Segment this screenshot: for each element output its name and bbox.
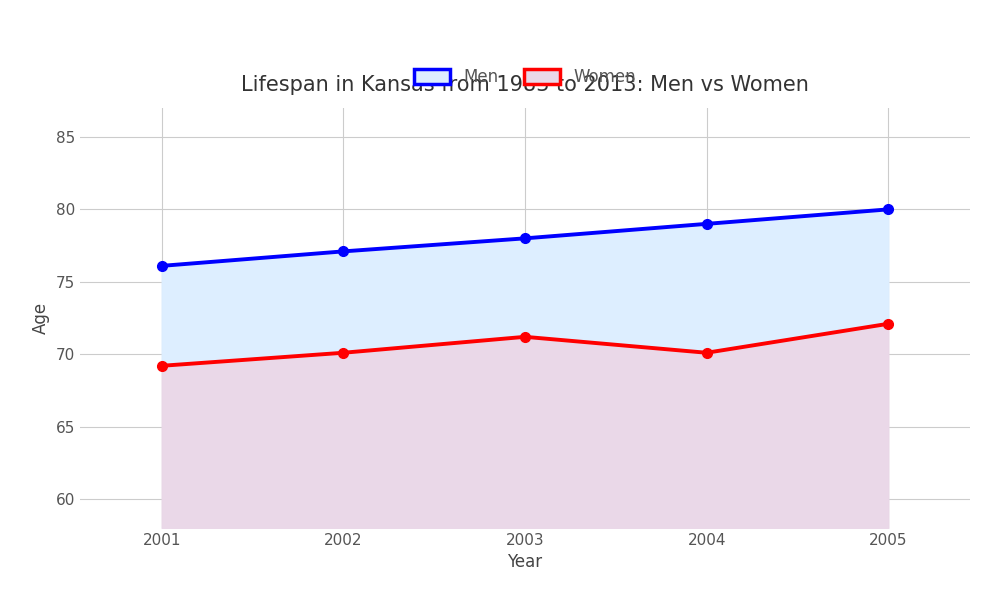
Y-axis label: Age: Age	[32, 302, 50, 334]
Legend: Men, Women: Men, Women	[407, 62, 643, 93]
X-axis label: Year: Year	[507, 553, 543, 571]
Title: Lifespan in Kansas from 1983 to 2013: Men vs Women: Lifespan in Kansas from 1983 to 2013: Me…	[241, 76, 809, 95]
